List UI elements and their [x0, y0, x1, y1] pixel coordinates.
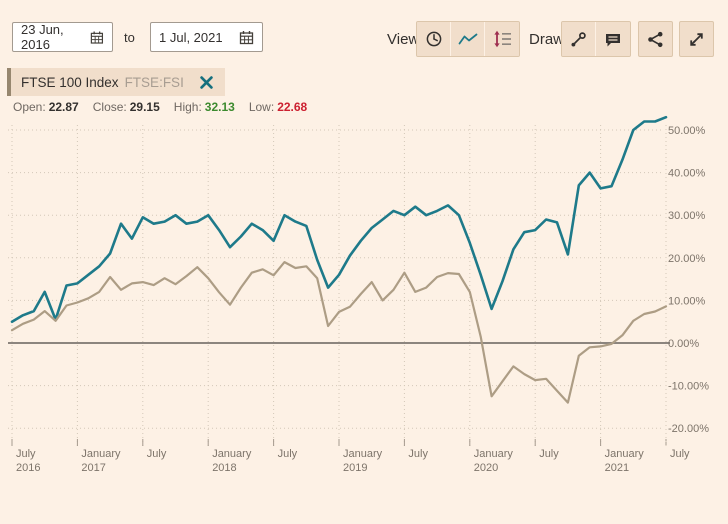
x-tick-label-month: January [81, 448, 121, 460]
draw-annotation-button[interactable] [596, 22, 630, 56]
y-tick-label: 40.00% [668, 168, 706, 180]
x-tick-label-month: January [343, 448, 383, 460]
y-tick-label: 50.00% [668, 125, 706, 137]
x-tick-label-month: July [16, 448, 36, 460]
chart-canvas[interactable]: July 2016 January 2017 July January 2018 July Ja… [0, 110, 728, 485]
draw-label: Draw [529, 31, 565, 48]
calendar-icon [90, 31, 104, 44]
trendline-icon [571, 31, 586, 46]
x-tick-label-year: 2020 [474, 462, 498, 474]
expand-icon [690, 32, 703, 46]
x-tick-label-month: July [408, 448, 428, 460]
draw-trendline-button[interactable] [562, 22, 596, 56]
x-tick-label-year: 2018 [212, 462, 236, 474]
range-lines-icon [493, 30, 511, 48]
expand-button[interactable] [679, 21, 714, 57]
x-tick-label-year: 2017 [81, 462, 105, 474]
to-label: to [124, 30, 135, 45]
annotation-icon [606, 33, 620, 46]
series-line-series-1[interactable] [10, 115, 668, 323]
series-tag-ftse100[interactable]: FTSE 100 Index FTSE:FSI [7, 68, 225, 96]
view-interval-button[interactable] [417, 22, 451, 56]
calendar-icon [239, 30, 254, 44]
share-button[interactable] [638, 21, 673, 57]
x-tick-label-year: 2021 [605, 462, 629, 474]
close-icon [200, 75, 213, 89]
series-lines [10, 115, 668, 404]
date-from-input[interactable]: 23 Jun, 2016 [12, 22, 113, 52]
series-line-series-2[interactable] [10, 261, 668, 404]
view-label: View [387, 31, 420, 48]
y-tick-label: 30.00% [668, 210, 706, 222]
x-tick-label-month: July [278, 448, 298, 460]
view-button-group [416, 21, 520, 57]
x-tick-label-month: July [539, 448, 559, 460]
x-tick-label-month: July [670, 448, 690, 460]
x-tick-label-month: January [605, 448, 645, 460]
price-chart[interactable]: July 2016 January 2017 July January 2018 July Ja… [0, 110, 728, 485]
x-tick-label-month: January [212, 448, 252, 460]
view-line-chart-button[interactable] [451, 22, 485, 56]
draw-button-group [561, 21, 631, 57]
series-tag-symbol: FTSE:FSI [124, 74, 184, 90]
x-tick-label-month: July [147, 448, 167, 460]
gridlines [8, 125, 670, 447]
stat-close: Close: 29.15 [92, 100, 160, 114]
line-chart-icon [458, 33, 477, 45]
share-icon [648, 31, 663, 47]
series-tag-name: FTSE 100 Index [21, 74, 119, 90]
y-tick-label: 10.00% [668, 295, 706, 307]
date-to-input[interactable]: 1 Jul, 2021 [150, 22, 263, 52]
x-tick-label-year: 2019 [343, 462, 367, 474]
view-candlestick-button[interactable] [485, 22, 519, 56]
x-tick-label-month: January [474, 448, 514, 460]
y-tick-label: 0.00% [668, 338, 699, 350]
stat-open: Open: 22.87 [13, 100, 79, 114]
stat-high: High: 32.13 [173, 100, 235, 114]
axis-labels: July 2016 January 2017 July January 2018 July Ja… [16, 125, 709, 474]
ohlc-stats: Open: 22.87 Close: 29.15 High: 32.13 Low: 22… [13, 100, 307, 114]
y-tick-label: 20.00% [668, 253, 706, 265]
date-to-value: 1 Jul, 2021 [159, 29, 223, 45]
series-tag-close-button[interactable] [200, 75, 213, 89]
clock-icon [426, 31, 441, 47]
stat-low: Low: 22.68 [248, 100, 308, 114]
y-tick-label: -10.00% [668, 381, 709, 393]
date-from-value: 23 Jun, 2016 [21, 22, 64, 52]
y-tick-label: -20.00% [668, 423, 709, 435]
x-tick-label-year: 2016 [16, 462, 40, 474]
